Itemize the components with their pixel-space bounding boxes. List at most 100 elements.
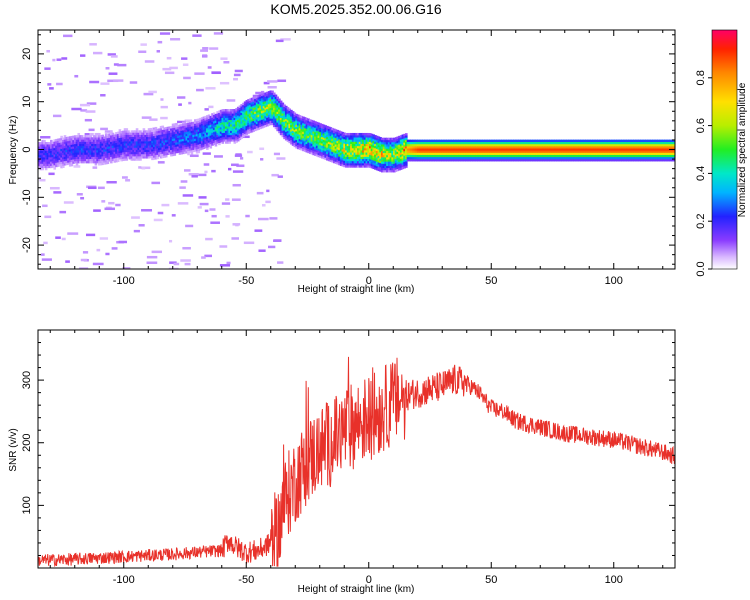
heatmap-ridge-cell bbox=[662, 146, 665, 149]
heatmap-noise-cell bbox=[92, 262, 104, 266]
heatmap-ridge-cell bbox=[401, 149, 405, 152]
heatmap-ridge-cell bbox=[660, 141, 664, 145]
heatmap-ridge-cell bbox=[288, 125, 291, 129]
heatmap-ridge-cell bbox=[320, 132, 324, 135]
heatmap-noise-cell bbox=[211, 214, 217, 218]
heatmap-ridge-cell bbox=[590, 159, 593, 162]
heatmap-ridge-cell bbox=[375, 161, 379, 164]
heatmap-ridge-cell bbox=[430, 146, 434, 149]
heatmap-ridge-cell bbox=[552, 152, 556, 155]
heatmap-ridge-cell bbox=[552, 146, 556, 149]
heatmap-ridge-cell bbox=[255, 117, 259, 120]
heatmap-ridge-cell bbox=[178, 137, 182, 140]
heatmap-ridge-cell bbox=[278, 113, 281, 117]
heatmap-ridge-cell bbox=[561, 154, 564, 158]
heatmap-ridge-cell bbox=[561, 141, 564, 145]
heatmap-ridge-cell bbox=[175, 131, 178, 134]
heatmap-ridge-cell bbox=[665, 148, 669, 151]
heatmap-ridge-cell bbox=[588, 150, 592, 153]
heatmap-ridge-cell bbox=[274, 126, 278, 130]
heatmap-ridge-cell bbox=[401, 143, 405, 146]
heatmap-ridge-cell bbox=[171, 138, 175, 142]
heatmap-ridge-cell bbox=[562, 156, 566, 160]
heatmap-ridge-cell bbox=[142, 138, 146, 142]
heatmap-ridge-cell bbox=[327, 126, 331, 129]
heatmap-ridge-cell bbox=[125, 141, 129, 144]
heatmap-ridge-cell bbox=[245, 102, 249, 105]
heatmap-ridge-cell bbox=[528, 148, 532, 151]
heatmap-ridge-cell bbox=[122, 141, 125, 144]
heatmap-ridge-cell bbox=[295, 133, 298, 136]
heatmap-ridge-cell bbox=[574, 152, 578, 155]
heatmap-ridge-cell bbox=[67, 149, 70, 152]
heatmap-ridge-cell bbox=[396, 168, 400, 172]
heatmap-ridge-cell bbox=[233, 109, 237, 112]
heatmap-ridge-cell bbox=[135, 132, 139, 135]
heatmap-ridge-cell bbox=[507, 141, 511, 145]
heatmap-ridge-cell bbox=[384, 170, 388, 173]
heatmap-ridge-cell bbox=[55, 149, 58, 153]
heatmap-ridge-cell bbox=[192, 136, 195, 140]
heatmap-noise-cell bbox=[40, 136, 51, 139]
heatmap-ridge-cell bbox=[627, 159, 631, 162]
heatmap-ridge-cell bbox=[89, 148, 93, 151]
heatmap-ridge-cell bbox=[394, 160, 398, 164]
heatmap-ridge-cell bbox=[266, 106, 269, 110]
heatmap-ridge-cell bbox=[158, 145, 161, 149]
heatmap-ridge-cell bbox=[115, 159, 118, 163]
heatmap-ridge-cell bbox=[463, 150, 466, 153]
heatmap-ridge-cell bbox=[406, 143, 410, 147]
heatmap-ridge-cell bbox=[120, 139, 123, 143]
heatmap-ridge-cell bbox=[393, 163, 396, 166]
heatmap-ridge-cell bbox=[175, 140, 178, 143]
heatmap-ridge-cell bbox=[336, 153, 340, 156]
heatmap-ridge-cell bbox=[375, 152, 379, 156]
heatmap-ridge-cell bbox=[305, 122, 309, 125]
heatmap-ridge-cell bbox=[144, 145, 147, 148]
heatmap-ridge-cell bbox=[456, 159, 460, 162]
heatmap-ridge-cell bbox=[411, 152, 415, 155]
heatmap-ridge-cell bbox=[223, 132, 226, 136]
heatmap-ridge-cell bbox=[176, 126, 180, 130]
heatmap-ridge-cell bbox=[62, 146, 65, 149]
heatmap-ridge-cell bbox=[343, 141, 346, 144]
heatmap-ridge-cell bbox=[456, 146, 460, 149]
heatmap-ridge-cell bbox=[374, 160, 377, 164]
heatmap-ridge-cell bbox=[537, 141, 540, 145]
heatmap-ridge-cell bbox=[135, 153, 139, 157]
heatmap-ridge-cell bbox=[622, 159, 626, 162]
heatmap-ridge-cell bbox=[480, 148, 484, 151]
heatmap-ridge-cell bbox=[516, 141, 520, 145]
heatmap-ridge-cell bbox=[269, 101, 273, 104]
heatmap-ridge-cell bbox=[396, 158, 400, 161]
heatmap-ridge-cell bbox=[242, 107, 245, 110]
heatmap-ridge-cell bbox=[463, 154, 466, 158]
heatmap-ridge-cell bbox=[176, 124, 180, 128]
heatmap-ridge-cell bbox=[48, 152, 51, 156]
heatmap-ridge-cell bbox=[248, 130, 252, 134]
heatmap-ridge-cell bbox=[382, 148, 386, 151]
heatmap-ridge-cell bbox=[284, 110, 288, 113]
heatmap-ridge-cell bbox=[523, 159, 526, 162]
heatmap-ridge-cell bbox=[374, 154, 377, 157]
heatmap-ridge-cell bbox=[245, 104, 249, 107]
heatmap-ridge-cell bbox=[144, 153, 147, 157]
heatmap-ridge-cell bbox=[663, 152, 667, 155]
heatmap-ridge-cell bbox=[363, 165, 367, 168]
heatmap-ridge-cell bbox=[276, 107, 279, 110]
heatmap-ridge-cell bbox=[286, 111, 290, 114]
heatmap-ridge-cell bbox=[646, 143, 650, 147]
heatmap-ridge-cell bbox=[164, 150, 168, 154]
heatmap-ridge-cell bbox=[406, 146, 410, 149]
heatmap-ridge-cell bbox=[602, 146, 605, 149]
heatmap-ridge-cell bbox=[60, 137, 63, 141]
heatmap-ridge-cell bbox=[154, 144, 158, 147]
heatmap-ridge-cell bbox=[211, 134, 214, 138]
heatmap-ridge-cell bbox=[379, 169, 382, 172]
heatmap-ridge-cell bbox=[144, 130, 147, 133]
heatmap-ridge-cell bbox=[595, 152, 598, 155]
heatmap-ridge-cell bbox=[399, 158, 403, 162]
heatmap-ridge-cell bbox=[638, 152, 641, 155]
heatmap-noise-cell bbox=[254, 229, 263, 232]
heatmap-ridge-cell bbox=[523, 156, 526, 160]
